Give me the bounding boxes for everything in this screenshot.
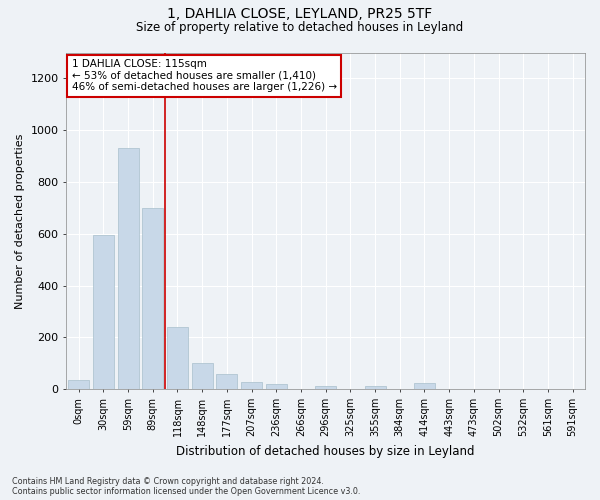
X-axis label: Distribution of detached houses by size in Leyland: Distribution of detached houses by size … [176, 444, 475, 458]
Bar [217, 374, 238, 389]
Text: Size of property relative to detached houses in Leyland: Size of property relative to detached ho… [136, 21, 464, 34]
Bar [191, 364, 212, 389]
Bar [414, 384, 435, 389]
Text: 1 DAHLIA CLOSE: 115sqm
← 53% of detached houses are smaller (1,410)
46% of semi-: 1 DAHLIA CLOSE: 115sqm ← 53% of detached… [71, 59, 337, 92]
Bar [315, 386, 336, 389]
Y-axis label: Number of detached properties: Number of detached properties [15, 133, 25, 308]
Bar [241, 382, 262, 389]
Bar [266, 384, 287, 389]
Bar [365, 386, 386, 389]
Text: 1, DAHLIA CLOSE, LEYLAND, PR25 5TF: 1, DAHLIA CLOSE, LEYLAND, PR25 5TF [167, 8, 433, 22]
Bar [118, 148, 139, 389]
Bar [68, 380, 89, 389]
Bar [142, 208, 163, 389]
Bar [93, 235, 114, 389]
Text: Contains HM Land Registry data © Crown copyright and database right 2024.
Contai: Contains HM Land Registry data © Crown c… [12, 476, 361, 496]
Bar [167, 327, 188, 389]
